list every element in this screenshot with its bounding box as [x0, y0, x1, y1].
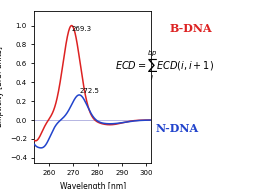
- Text: $ECD = \sum_{i}^{bp} ECD(i,i+1)$: $ECD = \sum_{i}^{bp} ECD(i,i+1)$: [115, 49, 214, 83]
- X-axis label: Wavelength [nm]: Wavelength [nm]: [60, 182, 126, 189]
- Text: 272.5: 272.5: [80, 88, 99, 94]
- Text: N-DNA: N-DNA: [156, 123, 199, 134]
- Text: B-DNA: B-DNA: [170, 23, 212, 34]
- Y-axis label: Ellipticity [arb. units]: Ellipticity [arb. units]: [0, 46, 4, 127]
- Text: 269.3: 269.3: [72, 26, 92, 32]
